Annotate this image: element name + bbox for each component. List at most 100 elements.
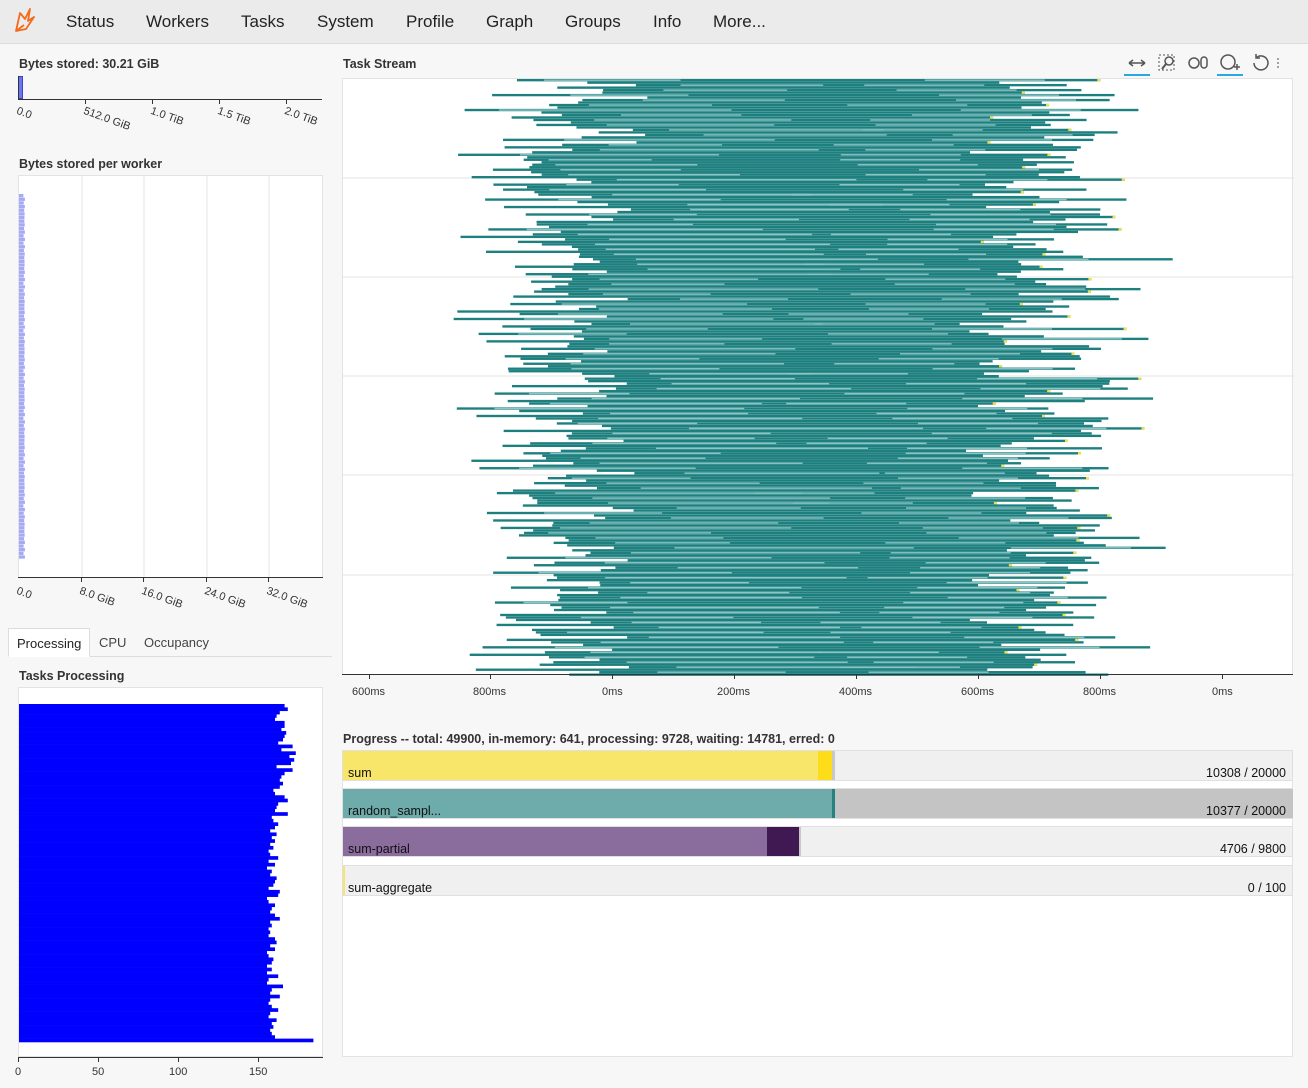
task-stream-bar [584, 377, 1142, 380]
nav-system[interactable]: System [317, 12, 374, 31]
nav-workers[interactable]: Workers [146, 12, 209, 31]
task-stream-bar [507, 399, 1085, 403]
progress-processing-bar [832, 751, 835, 780]
tab-processing[interactable]: Processing [8, 628, 91, 657]
box-zoom-icon[interactable] [1155, 52, 1181, 76]
task-stream-marker [1067, 315, 1071, 318]
task-stream-bar [475, 668, 988, 671]
task-stream-bar [531, 280, 1036, 283]
worker-processing-bar [19, 822, 279, 826]
worker-processing-bar [19, 704, 285, 708]
nav-groups[interactable]: Groups [565, 12, 621, 31]
worker-bytes-bar [19, 256, 25, 260]
nav-more[interactable]: More... [713, 12, 766, 31]
task-stream-marker [1075, 638, 1079, 642]
worker-processing-bar [19, 859, 269, 864]
dask-logo-icon[interactable] [12, 7, 38, 35]
worker-processing-bar [19, 778, 280, 783]
task-stream-bar [540, 633, 1065, 637]
task-stream-bar [545, 457, 1050, 460]
task-stream-bar [606, 315, 1071, 318]
tab-occupancy[interactable]: Occupancy [144, 635, 210, 650]
task-stream-bar [626, 382, 1110, 385]
worker-bytes-bar [19, 299, 25, 304]
task-stream-plot[interactable] [342, 78, 1294, 676]
task-stream-light-bar [602, 293, 711, 295]
task-stream-light-bar [599, 462, 803, 464]
task-stream-bar [476, 414, 1045, 418]
worker-processing-bar [19, 1031, 272, 1036]
nav-tasks[interactable]: Tasks [241, 12, 285, 31]
progress-row-random-sample[interactable]: random_sampl... 10377 / 20000 [342, 788, 1293, 819]
worker-bytes-bar [19, 540, 25, 545]
task-stream-bar [527, 156, 1066, 159]
worker-processing-bar [19, 876, 277, 881]
task-stream-light-bar [838, 248, 959, 251]
task-stream-light-bar [571, 368, 720, 370]
task-stream-bar [496, 623, 1074, 627]
worker-bytes-bar [19, 212, 25, 216]
task-stream-bar [471, 176, 1080, 179]
worker-bytes-bar [19, 489, 25, 493]
task-stream-bar [532, 163, 1037, 166]
task-stream-light-bar [903, 188, 1024, 191]
progress-row-sum-aggregate[interactable]: sum-aggregate 0 / 100 [342, 865, 1293, 896]
task-stream-bar [591, 195, 1040, 199]
task-stream-bar [600, 583, 979, 587]
worker-bytes-bar [19, 391, 25, 395]
reset-icon[interactable] [1248, 52, 1274, 76]
nav-graph[interactable]: Graph [486, 12, 534, 31]
worker-bytes-bar [19, 453, 25, 457]
progress-row-sum-partial[interactable]: sum-partial 4706 / 9800 [342, 826, 1293, 857]
task-stream-bar [457, 310, 1053, 313]
task-stream-light-bar [830, 631, 951, 634]
nav-status[interactable]: Status [66, 12, 115, 31]
worker-bytes-bar [19, 248, 24, 253]
task-stream-light-bar [588, 288, 819, 290]
worker-bytes-bar [19, 526, 25, 530]
task-stream-light-bar [590, 651, 823, 653]
bytes-stored-tick: 2.0 TiB [282, 105, 320, 128]
task-stream-bar [502, 325, 1004, 328]
task-stream-bar [523, 452, 1081, 455]
worker-bytes-bar [19, 475, 25, 479]
nav-profile[interactable]: Profile [406, 12, 455, 31]
task-stream-light-bar [613, 253, 824, 255]
worker-bytes-bar [19, 270, 25, 274]
task-stream-bar [647, 96, 1022, 99]
tp-tick: 150 [249, 1066, 268, 1078]
task-stream-light-bar [868, 308, 989, 310]
pan-icon[interactable] [1124, 52, 1150, 76]
task-stream-light-bar [839, 666, 960, 668]
task-stream-light-bar [570, 363, 785, 365]
nav-info[interactable]: Info [653, 12, 682, 31]
task-stream-light-bar [554, 646, 779, 649]
task-stream-bar [504, 146, 1081, 149]
more-icon[interactable] [1272, 52, 1284, 76]
task-stream-light-bar [958, 537, 1079, 539]
worker-bytes-bar [19, 292, 25, 296]
task-stream-bar [570, 121, 1046, 124]
progress-row-sum[interactable]: sum 10308 / 20000 [342, 750, 1293, 781]
task-stream-bar [564, 484, 1056, 487]
worker-bytes-bar [19, 507, 25, 512]
task-stream-light-bar [834, 363, 955, 365]
worker-processing-bar [19, 910, 271, 914]
task-stream-light-bar [555, 164, 698, 166]
wheel-zoom-icon[interactable] [1186, 52, 1212, 76]
task-stream-marker [1088, 278, 1092, 281]
zoom-in-icon[interactable] [1217, 52, 1243, 76]
task-stream-marker [1032, 203, 1036, 206]
worker-bytes-bar [19, 515, 25, 519]
worker-bytes-bar [19, 533, 25, 537]
worker-processing-bar [19, 829, 271, 833]
task-stream-light-bar [865, 303, 986, 305]
task-stream-light-bar [594, 119, 792, 121]
ts-tick: 0ms [602, 686, 623, 698]
tp-tick: 50 [92, 1066, 105, 1078]
tab-cpu[interactable]: CPU [99, 635, 127, 650]
task-stream-bar [598, 131, 1118, 134]
tasks-processing-plot [18, 687, 323, 1057]
task-stream-bar [599, 671, 1086, 674]
worker-processing-bar [19, 1008, 279, 1012]
